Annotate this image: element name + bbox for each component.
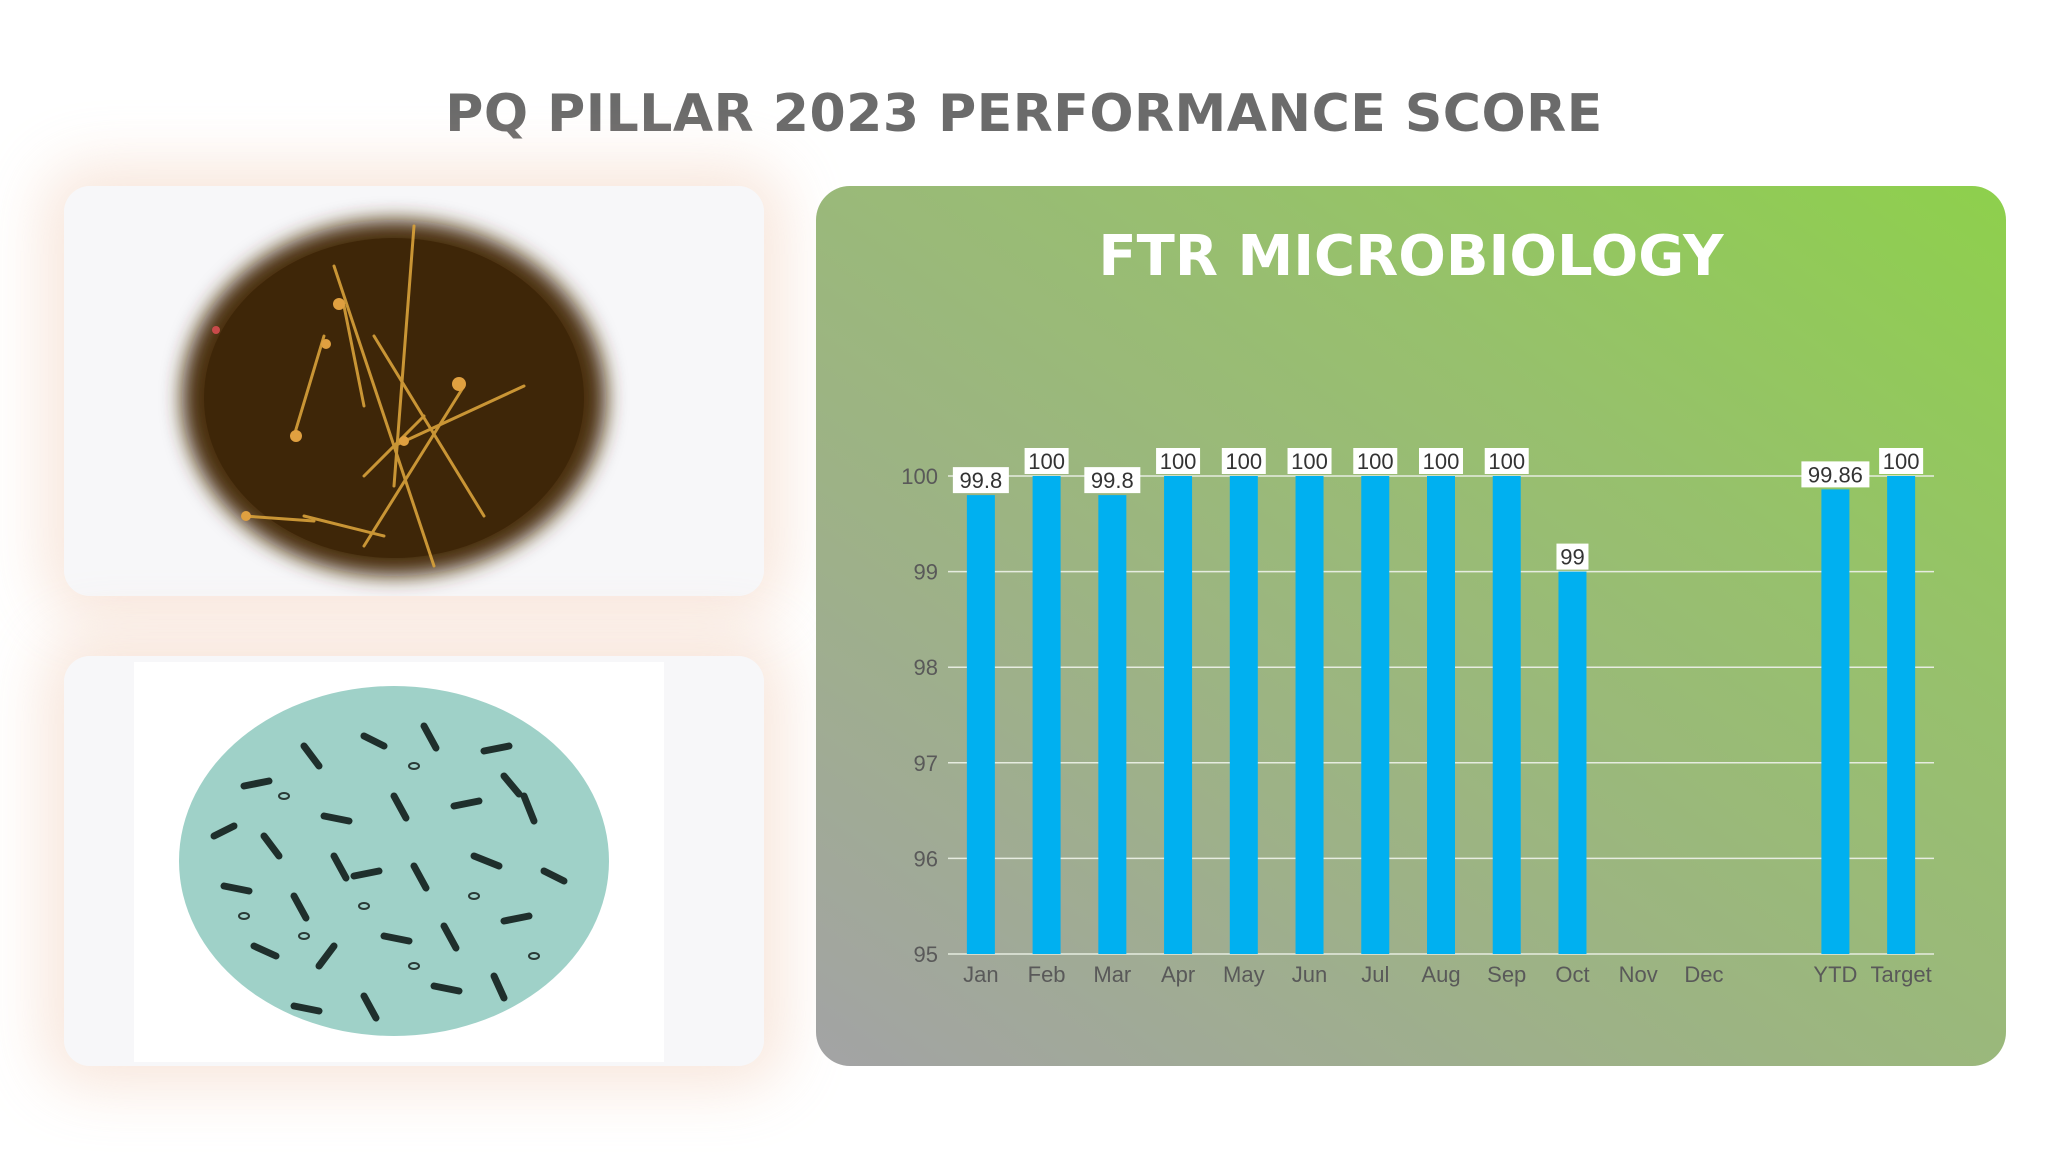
fungal-micrograph-image <box>64 186 764 596</box>
x-tick-label: Jul <box>1361 962 1389 987</box>
y-tick-label: 98 <box>914 655 938 680</box>
bar <box>1887 476 1916 954</box>
bar <box>1361 476 1390 954</box>
data-label-background <box>1484 448 1529 474</box>
bar <box>1295 476 1324 954</box>
bacteria-micrograph-image <box>64 656 764 1066</box>
y-tick-label: 95 <box>914 942 938 967</box>
data-label: 99.8 <box>1091 468 1134 493</box>
data-label-background <box>1084 467 1141 494</box>
data-label-background <box>1156 448 1201 474</box>
data-label-background <box>952 467 1009 494</box>
x-tick-label: Jan <box>963 962 998 987</box>
data-label: 100 <box>1488 449 1525 474</box>
bar <box>1492 476 1521 954</box>
x-tick-label: Nov <box>1619 962 1658 987</box>
x-tick-label: Mar <box>1093 962 1131 987</box>
data-label: 99 <box>1560 545 1584 570</box>
data-label-background <box>1353 448 1398 474</box>
data-label: 99.8 <box>959 468 1002 493</box>
y-tick-label: 96 <box>914 846 938 871</box>
data-label-background <box>1879 448 1924 474</box>
bar <box>1098 495 1127 954</box>
data-label-background <box>1419 448 1463 474</box>
x-tick-label: Jun <box>1292 962 1327 987</box>
data-label: 100 <box>1357 449 1394 474</box>
data-label: 100 <box>1423 449 1460 474</box>
bar <box>1821 489 1850 954</box>
data-label: 100 <box>1028 449 1065 474</box>
bar <box>1164 476 1193 954</box>
data-label: 100 <box>1160 449 1197 474</box>
data-label-background <box>1801 461 1870 488</box>
y-tick-label: 99 <box>914 560 938 585</box>
bar <box>1427 476 1455 954</box>
x-tick-label: May <box>1223 962 1265 987</box>
data-label: 100 <box>1291 449 1328 474</box>
y-tick-label: 100 <box>901 464 938 489</box>
data-label: 99.86 <box>1808 462 1863 487</box>
ftr-microbiology-chart-panel: 95 96 97 98 99 100 99.8 Jan 100 Feb 99.8 Mar 100 Apr 1… <box>816 186 2006 1066</box>
bar <box>1032 476 1061 954</box>
data-label-background <box>1287 448 1332 474</box>
data-label-background <box>1024 448 1069 474</box>
data-label-background <box>1221 448 1266 474</box>
data-label-background <box>1556 543 1589 570</box>
data-label: 100 <box>1225 449 1262 474</box>
bar <box>1558 571 1587 954</box>
chart-title: FTR MICROBIOLOGY <box>1098 224 1724 289</box>
page-title: PQ PILLAR 2023 PERFORMANCE SCORE <box>445 84 1603 144</box>
x-tick-label: Apr <box>1161 962 1195 987</box>
bar <box>966 495 995 954</box>
bar-chart: 95 96 97 98 99 100 99.8 Jan 100 Feb 99.8 Mar 100 Apr 1… <box>901 448 1934 987</box>
x-tick-label: Dec <box>1684 962 1723 987</box>
x-tick-label: Target <box>1871 962 1932 987</box>
x-tick-label: Oct <box>1555 962 1589 987</box>
data-label: 100 <box>1883 449 1920 474</box>
x-tick-label: Aug <box>1421 962 1460 987</box>
bar <box>1229 476 1258 954</box>
x-tick-label: Sep <box>1487 962 1526 987</box>
x-tick-label: Feb <box>1028 962 1066 987</box>
x-tick-label: YTD <box>1813 962 1857 987</box>
y-tick-label: 97 <box>914 751 938 776</box>
